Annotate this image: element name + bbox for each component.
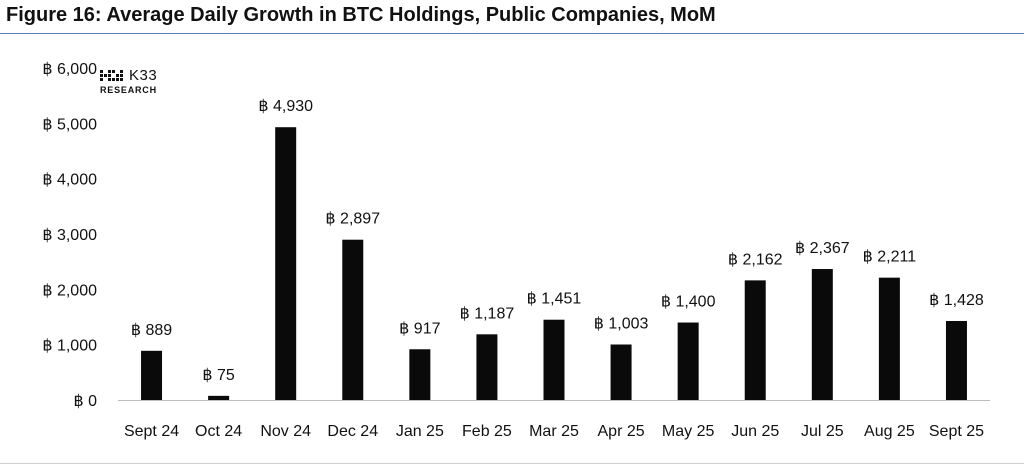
bar: [610, 344, 632, 400]
x-tick-label: Jun 25: [731, 423, 779, 440]
bar-value-label: ฿ 1,451: [527, 291, 582, 308]
bar-value-label: ฿ 2,367: [795, 240, 850, 257]
y-tick-label: ฿ 0: [73, 393, 97, 410]
k33-logo: K33 RESEARCH: [100, 67, 157, 95]
y-axis: ฿ 0 ฿ 1,000 ฿ 2,000 ฿ 3,000 ฿ 4,000 ฿ 5,000 ฿ …: [42, 61, 97, 410]
bar-value-label: ฿ 2,211: [863, 249, 917, 266]
y-tick-label: ฿ 3,000: [42, 227, 97, 244]
logo-name: K33: [129, 67, 158, 84]
bar-value-label: ฿ 2,897: [325, 211, 380, 228]
bar: [141, 350, 163, 400]
bar-value-label: ฿ 1,187: [460, 305, 515, 322]
bar: [409, 349, 431, 400]
bar: [744, 280, 766, 400]
bar: [878, 277, 900, 400]
title-divider: [0, 33, 1024, 34]
logo-subtitle: RESEARCH: [100, 85, 157, 95]
bar-series: [141, 127, 967, 400]
x-axis: Sept 24 Oct 24 Nov 24 Dec 24 Jan 25 Feb 25 Mar…: [118, 400, 990, 440]
y-tick-label: ฿ 2,000: [42, 282, 97, 299]
x-tick-label: Sept 25: [929, 423, 984, 440]
figure-title: Figure 16: Average Daily Growth in BTC H…: [6, 4, 716, 26]
bar-value-label: ฿ 2,162: [728, 251, 783, 268]
bar: [476, 334, 498, 400]
bar-value-label: ฿ 889: [131, 322, 172, 339]
bar-value-label: ฿ 4,930: [258, 98, 313, 115]
k33-logo-mark-icon: [100, 70, 123, 81]
bar: [543, 319, 565, 400]
bar-value-label: ฿ 75: [202, 367, 235, 384]
bar: [275, 127, 297, 400]
bar-value-label: ฿ 1,400: [661, 294, 716, 311]
x-tick-label: Sept 24: [124, 423, 179, 440]
bar: [342, 239, 364, 400]
x-tick-label: Apr 25: [598, 423, 645, 440]
bar: [208, 395, 230, 400]
bar-value-label: ฿ 1,003: [594, 316, 649, 333]
bar-value-label: ฿ 1,428: [929, 292, 984, 309]
bottom-divider: [0, 463, 1024, 464]
x-tick-label: Dec 24: [327, 423, 378, 440]
x-tick-label: Mar 25: [529, 423, 579, 440]
x-tick-label: Oct 24: [195, 423, 242, 440]
x-tick-label: Feb 25: [462, 423, 512, 440]
x-tick-label: Jul 25: [801, 423, 844, 440]
bar: [677, 322, 699, 400]
x-tick-label: Jan 25: [396, 423, 444, 440]
y-tick-label: ฿ 5,000: [42, 116, 97, 133]
x-tick-label: Nov 24: [260, 423, 311, 440]
y-tick-label: ฿ 4,000: [42, 172, 97, 189]
x-tick-label: Aug 25: [864, 423, 915, 440]
data-labels: ฿ 889 ฿ 75 ฿ 4,930 ฿ 2,897 ฿ 917 ฿ 1,187 ฿ 1,4…: [131, 98, 984, 384]
y-tick-label: ฿ 6,000: [42, 61, 97, 78]
bar: [945, 320, 967, 400]
bar-value-label: ฿ 917: [399, 320, 440, 337]
y-tick-label: ฿ 1,000: [42, 338, 97, 355]
bar: [811, 269, 833, 400]
x-tick-label: May 25: [662, 423, 715, 440]
